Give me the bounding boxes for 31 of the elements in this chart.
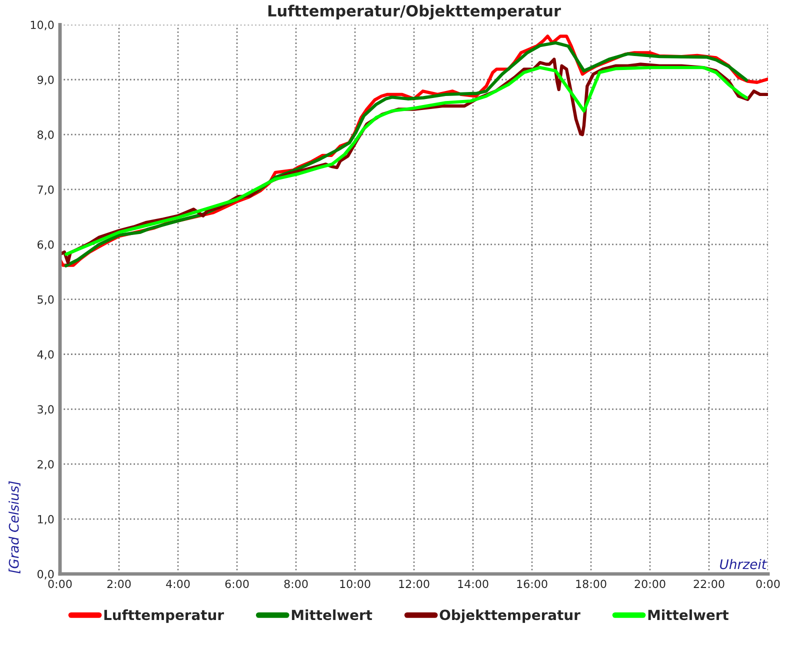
x-tick-label: 22:00 — [694, 580, 724, 588]
legend-label: Objekttemperatur — [440, 609, 580, 623]
x-tick-label: 12:00 — [399, 580, 430, 588]
y-tick-label: 3,0 — [38, 405, 54, 415]
y-tick-label: 6,0 — [38, 240, 54, 250]
legend-label: Mittelwert — [292, 609, 372, 620]
x-tick-label: 4:00 — [166, 580, 190, 588]
x-tick-label: 0:00 — [756, 580, 780, 588]
y-tick-label: 10,0 — [30, 20, 54, 30]
y-tick-label: 9,0 — [37, 76, 54, 86]
y-tick-label: 1,0 — [38, 515, 54, 525]
x-axis-title: Uhrzeit — [720, 558, 767, 570]
chart-title: Lufttemperatur/Objekttemperatur — [268, 4, 561, 20]
x-tick-label: 18:00 — [576, 580, 606, 588]
x-tick-label: 16:00 — [517, 580, 548, 588]
y-tick-label: 4,0 — [37, 350, 54, 360]
legend-label: Mittelwert — [648, 609, 729, 620]
x-tick-label: 0:00 — [48, 580, 72, 588]
y-tick-label: 8,0 — [38, 130, 54, 140]
x-tick-label: 10:00 — [340, 580, 370, 588]
y-tick-label: 2,0 — [38, 460, 54, 470]
legend-label: Lufttemperatur — [104, 609, 224, 623]
y-tick-label: 0,0 — [38, 570, 54, 580]
y-axis-title: [Grad Celsius] — [8, 481, 20, 574]
y-tick-label: 7,0 — [38, 185, 54, 195]
y-tick-label: 5,0 — [38, 295, 54, 305]
x-tick-label: 14:00 — [458, 580, 488, 588]
x-tick-label: 20:00 — [634, 580, 666, 588]
x-tick-label: 6:00 — [225, 580, 249, 588]
x-tick-label: 8:00 — [284, 580, 308, 588]
x-tick-label: 2:00 — [107, 580, 131, 588]
